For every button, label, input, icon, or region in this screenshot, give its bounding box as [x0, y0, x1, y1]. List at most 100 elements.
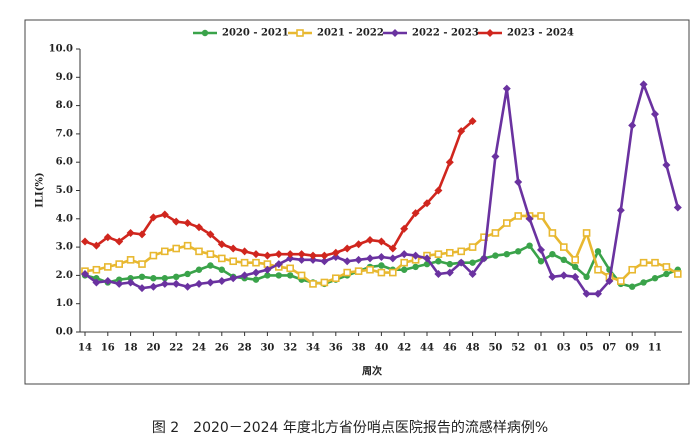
- data-point: [492, 252, 499, 259]
- data-point: [673, 203, 682, 212]
- y-tick-label: 1.0: [56, 298, 73, 309]
- data-point: [515, 248, 522, 255]
- data-point: [628, 265, 637, 274]
- data-point: [411, 251, 420, 260]
- data-point: [571, 272, 580, 281]
- x-tick-label: 36: [329, 343, 343, 354]
- data-point: [377, 237, 386, 246]
- data-point: [616, 206, 625, 215]
- data-point: [297, 271, 306, 280]
- y-tick-label: 7.0: [56, 128, 73, 139]
- data-point: [445, 158, 454, 167]
- x-tick-label: 14: [78, 343, 92, 354]
- data-point: [457, 258, 466, 267]
- data-point: [366, 265, 374, 274]
- data-point: [309, 280, 317, 288]
- data-point: [628, 121, 637, 130]
- x-tick-label: 18: [124, 343, 138, 354]
- data-point: [525, 214, 534, 223]
- data-point: [445, 248, 454, 257]
- data-point: [377, 253, 386, 262]
- data-point: [423, 254, 431, 263]
- data-point: [172, 279, 181, 288]
- data-point: [434, 269, 443, 278]
- x-tick-label: 05: [580, 343, 594, 354]
- data-point: [297, 255, 306, 264]
- y-tick-label: 5.0: [56, 185, 73, 196]
- data-point: [331, 274, 340, 283]
- data-point: [468, 117, 477, 126]
- x-tick-label: 50: [488, 343, 502, 354]
- data-point: [240, 271, 249, 280]
- data-point: [104, 263, 112, 271]
- data-point: [594, 248, 602, 255]
- legend-marker: [296, 29, 304, 37]
- data-point: [400, 258, 409, 267]
- data-point: [172, 217, 181, 226]
- data-point: [126, 228, 135, 237]
- data-point: [149, 251, 158, 260]
- data-point: [354, 240, 363, 249]
- data-point: [388, 244, 397, 253]
- data-point: [412, 263, 419, 271]
- data-point: [388, 268, 397, 277]
- data-point: [354, 267, 363, 275]
- data-point: [116, 276, 123, 283]
- data-point: [206, 230, 215, 239]
- data-point: [662, 161, 671, 170]
- x-tick-label: 09: [625, 343, 639, 354]
- y-tick-label: 4.0: [56, 213, 73, 224]
- y-tick-label: 8.0: [56, 100, 73, 111]
- data-point: [537, 245, 545, 254]
- y-tick-label: 0.0: [56, 327, 73, 338]
- y-axis-label: ILI(%): [35, 172, 46, 207]
- data-point: [582, 289, 591, 298]
- data-point: [172, 244, 180, 253]
- data-point: [103, 233, 112, 242]
- y-tick-label: 6.0: [56, 157, 73, 168]
- x-tick-label: 24: [192, 343, 206, 354]
- data-point: [503, 250, 510, 258]
- data-point: [274, 260, 283, 269]
- x-tick-label: 44: [420, 343, 434, 354]
- data-point: [549, 250, 556, 258]
- data-point: [126, 278, 135, 287]
- data-point: [560, 256, 567, 264]
- data-point: [81, 269, 89, 278]
- data-point: [663, 270, 670, 278]
- data-point: [263, 251, 272, 260]
- x-tick-label: 30: [260, 343, 274, 354]
- data-point: [514, 212, 523, 220]
- data-point: [229, 244, 238, 253]
- data-point: [264, 272, 271, 279]
- legend-label: 2022 - 2023: [412, 28, 479, 39]
- data-point: [445, 268, 454, 277]
- data-point: [195, 266, 203, 273]
- data-point: [183, 241, 192, 250]
- data-point: [138, 273, 146, 281]
- data-point: [161, 247, 169, 256]
- data-point: [469, 259, 476, 266]
- data-point: [526, 242, 533, 249]
- data-point: [651, 110, 659, 119]
- data-point: [401, 266, 408, 273]
- data-point: [274, 250, 283, 259]
- data-point: [537, 258, 545, 265]
- x-tick-label: 07: [602, 343, 616, 354]
- data-point: [115, 279, 124, 288]
- data-point: [605, 277, 614, 286]
- data-point: [252, 258, 260, 267]
- data-point: [127, 275, 134, 282]
- x-tick-label: 20: [146, 343, 160, 354]
- data-point: [183, 219, 192, 228]
- data-point: [287, 272, 294, 279]
- data-point: [548, 229, 557, 237]
- x-tick-label: 01: [534, 343, 548, 354]
- y-tick-label: 3.0: [56, 242, 73, 253]
- data-point: [229, 274, 238, 283]
- data-point: [583, 273, 590, 281]
- data-point: [150, 275, 157, 282]
- data-point: [206, 250, 215, 258]
- data-point: [320, 257, 329, 266]
